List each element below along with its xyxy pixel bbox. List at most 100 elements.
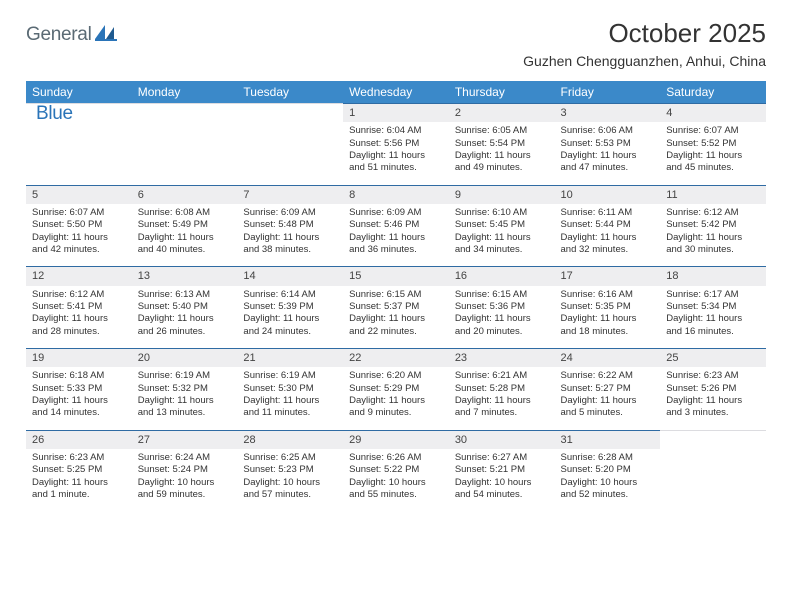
sunrise-line: Sunrise: 6:26 AM bbox=[349, 452, 443, 464]
page-header: General October 2025 Guzhen Chengguanzhe… bbox=[26, 18, 766, 75]
day-number-cell: 8 bbox=[343, 185, 449, 204]
day-number-row: 262728293031 bbox=[26, 430, 766, 449]
day-detail-row: Sunrise: 6:04 AMSunset: 5:56 PMDaylight:… bbox=[26, 122, 766, 185]
sunrise-line: Sunrise: 6:15 AM bbox=[349, 289, 443, 301]
sunrise-line: Sunrise: 6:09 AM bbox=[243, 207, 337, 219]
sunset-line: Sunset: 5:25 PM bbox=[32, 464, 126, 476]
day-number-cell: 5 bbox=[26, 185, 132, 204]
sunset-line: Sunset: 5:42 PM bbox=[666, 219, 760, 231]
daylight-line: Daylight: 10 hours and 59 minutes. bbox=[138, 477, 232, 502]
day-detail-row: Sunrise: 6:07 AMSunset: 5:50 PMDaylight:… bbox=[26, 204, 766, 267]
day-number-cell: 28 bbox=[237, 430, 343, 449]
daylight-line: Daylight: 11 hours and 18 minutes. bbox=[561, 313, 655, 338]
day-detail-cell: Sunrise: 6:13 AMSunset: 5:40 PMDaylight:… bbox=[132, 286, 238, 349]
day-number-cell: 14 bbox=[237, 267, 343, 286]
day-number-cell: 3 bbox=[555, 104, 661, 123]
day-number-row: 12131415161718 bbox=[26, 267, 766, 286]
sunrise-line: Sunrise: 6:04 AM bbox=[349, 125, 443, 137]
sunset-line: Sunset: 5:20 PM bbox=[561, 464, 655, 476]
day-detail-cell: Sunrise: 6:08 AMSunset: 5:49 PMDaylight:… bbox=[132, 204, 238, 267]
daylight-line: Daylight: 11 hours and 47 minutes. bbox=[561, 150, 655, 175]
day-number-cell: 23 bbox=[449, 349, 555, 368]
day-number-cell: 2 bbox=[449, 104, 555, 123]
day-detail-cell: Sunrise: 6:12 AMSunset: 5:41 PMDaylight:… bbox=[26, 286, 132, 349]
day-number-cell: 15 bbox=[343, 267, 449, 286]
sunset-line: Sunset: 5:39 PM bbox=[243, 301, 337, 313]
daylight-line: Daylight: 11 hours and 38 minutes. bbox=[243, 232, 337, 257]
day-detail-cell: Sunrise: 6:19 AMSunset: 5:32 PMDaylight:… bbox=[132, 367, 238, 430]
day-detail-cell bbox=[26, 122, 132, 185]
sunset-line: Sunset: 5:40 PM bbox=[138, 301, 232, 313]
day-detail-cell: Sunrise: 6:26 AMSunset: 5:22 PMDaylight:… bbox=[343, 449, 449, 511]
day-number-cell: 26 bbox=[26, 430, 132, 449]
sunrise-line: Sunrise: 6:25 AM bbox=[243, 452, 337, 464]
sunrise-line: Sunrise: 6:11 AM bbox=[561, 207, 655, 219]
day-number-cell: 12 bbox=[26, 267, 132, 286]
day-number-cell: 7 bbox=[237, 185, 343, 204]
day-detail-cell: Sunrise: 6:15 AMSunset: 5:36 PMDaylight:… bbox=[449, 286, 555, 349]
day-detail-cell bbox=[660, 449, 766, 511]
day-number-cell: 18 bbox=[660, 267, 766, 286]
title-block: October 2025 Guzhen Chengguanzhen, Anhui… bbox=[523, 18, 766, 75]
sunset-line: Sunset: 5:23 PM bbox=[243, 464, 337, 476]
day-number-cell: 19 bbox=[26, 349, 132, 368]
sunset-line: Sunset: 5:54 PM bbox=[455, 138, 549, 150]
location-text: Guzhen Chengguanzhen, Anhui, China bbox=[523, 53, 766, 69]
sunrise-line: Sunrise: 6:13 AM bbox=[138, 289, 232, 301]
day-detail-cell: Sunrise: 6:07 AMSunset: 5:52 PMDaylight:… bbox=[660, 122, 766, 185]
day-detail-cell: Sunrise: 6:20 AMSunset: 5:29 PMDaylight:… bbox=[343, 367, 449, 430]
sunset-line: Sunset: 5:29 PM bbox=[349, 383, 443, 395]
day-detail-cell: Sunrise: 6:25 AMSunset: 5:23 PMDaylight:… bbox=[237, 449, 343, 511]
day-number-cell: 21 bbox=[237, 349, 343, 368]
weekday-header: Tuesday bbox=[237, 81, 343, 104]
daylight-line: Daylight: 10 hours and 55 minutes. bbox=[349, 477, 443, 502]
sunset-line: Sunset: 5:46 PM bbox=[349, 219, 443, 231]
day-number-cell: 31 bbox=[555, 430, 661, 449]
sunrise-line: Sunrise: 6:22 AM bbox=[561, 370, 655, 382]
day-detail-cell: Sunrise: 6:07 AMSunset: 5:50 PMDaylight:… bbox=[26, 204, 132, 267]
daylight-line: Daylight: 10 hours and 52 minutes. bbox=[561, 477, 655, 502]
sunrise-line: Sunrise: 6:18 AM bbox=[32, 370, 126, 382]
day-detail-cell: Sunrise: 6:18 AMSunset: 5:33 PMDaylight:… bbox=[26, 367, 132, 430]
sunset-line: Sunset: 5:56 PM bbox=[349, 138, 443, 150]
day-detail-cell: Sunrise: 6:14 AMSunset: 5:39 PMDaylight:… bbox=[237, 286, 343, 349]
day-detail-cell bbox=[132, 122, 238, 185]
sunset-line: Sunset: 5:21 PM bbox=[455, 464, 549, 476]
day-number-cell: 13 bbox=[132, 267, 238, 286]
sunrise-line: Sunrise: 6:23 AM bbox=[666, 370, 760, 382]
sunrise-line: Sunrise: 6:27 AM bbox=[455, 452, 549, 464]
daylight-line: Daylight: 11 hours and 16 minutes. bbox=[666, 313, 760, 338]
sunrise-line: Sunrise: 6:19 AM bbox=[138, 370, 232, 382]
weekday-header: Thursday bbox=[449, 81, 555, 104]
brand-name-1: General bbox=[26, 24, 92, 46]
day-number-cell: 11 bbox=[660, 185, 766, 204]
month-title: October 2025 bbox=[523, 18, 766, 49]
day-number-cell: 30 bbox=[449, 430, 555, 449]
sunset-line: Sunset: 5:28 PM bbox=[455, 383, 549, 395]
daylight-line: Daylight: 11 hours and 26 minutes. bbox=[138, 313, 232, 338]
day-number-cell: 1 bbox=[343, 104, 449, 123]
daylight-line: Daylight: 11 hours and 36 minutes. bbox=[349, 232, 443, 257]
daylight-line: Daylight: 10 hours and 54 minutes. bbox=[455, 477, 549, 502]
day-detail-cell: Sunrise: 6:09 AMSunset: 5:48 PMDaylight:… bbox=[237, 204, 343, 267]
sunset-line: Sunset: 5:49 PM bbox=[138, 219, 232, 231]
daylight-line: Daylight: 11 hours and 45 minutes. bbox=[666, 150, 760, 175]
day-number-cell bbox=[660, 430, 766, 449]
daylight-line: Daylight: 11 hours and 5 minutes. bbox=[561, 395, 655, 420]
day-detail-cell: Sunrise: 6:15 AMSunset: 5:37 PMDaylight:… bbox=[343, 286, 449, 349]
sunrise-line: Sunrise: 6:15 AM bbox=[455, 289, 549, 301]
calendar-body: 1234 Sunrise: 6:04 AMSunset: 5:56 PMDayl… bbox=[26, 104, 766, 512]
sunrise-line: Sunrise: 6:07 AM bbox=[32, 207, 126, 219]
daylight-line: Daylight: 11 hours and 32 minutes. bbox=[561, 232, 655, 257]
daylight-line: Daylight: 11 hours and 51 minutes. bbox=[349, 150, 443, 175]
day-detail-cell: Sunrise: 6:06 AMSunset: 5:53 PMDaylight:… bbox=[555, 122, 661, 185]
sunset-line: Sunset: 5:41 PM bbox=[32, 301, 126, 313]
brand-logo: General bbox=[26, 18, 119, 46]
day-detail-row: Sunrise: 6:12 AMSunset: 5:41 PMDaylight:… bbox=[26, 286, 766, 349]
sunrise-line: Sunrise: 6:14 AM bbox=[243, 289, 337, 301]
sunrise-line: Sunrise: 6:12 AM bbox=[666, 207, 760, 219]
daylight-line: Daylight: 11 hours and 20 minutes. bbox=[455, 313, 549, 338]
daylight-line: Daylight: 11 hours and 13 minutes. bbox=[138, 395, 232, 420]
day-number-cell: 29 bbox=[343, 430, 449, 449]
day-detail-cell: Sunrise: 6:04 AMSunset: 5:56 PMDaylight:… bbox=[343, 122, 449, 185]
